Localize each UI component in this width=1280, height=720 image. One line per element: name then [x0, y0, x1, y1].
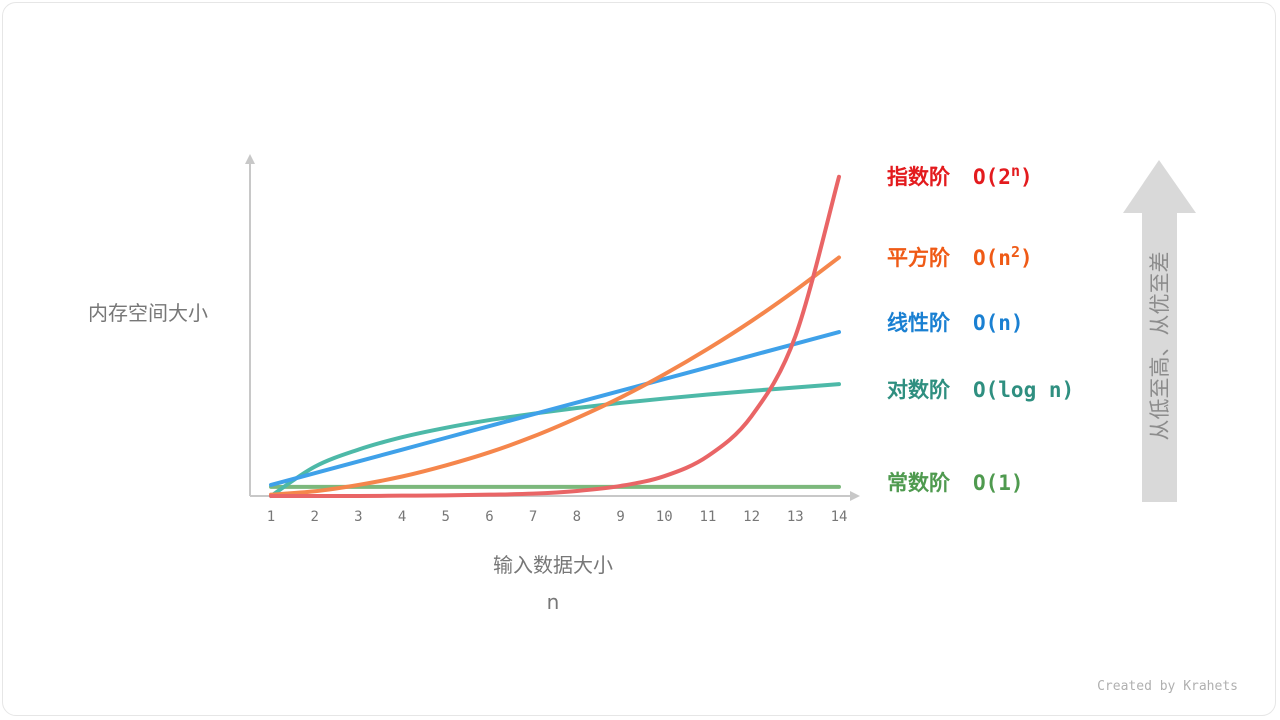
series-complexity-post: ) — [1020, 246, 1033, 270]
x-axis-label: 输入数据大小 — [493, 553, 613, 577]
series-label-2: 线性阶 O(n) — [887, 311, 1024, 335]
x-tick-label: 13 — [787, 509, 804, 525]
x-tick-label: 9 — [616, 509, 624, 525]
series-complexity: O(n — [973, 246, 1011, 270]
up-arrow-icon — [1123, 160, 1196, 502]
x-tick-label: 12 — [743, 509, 760, 525]
x-tick-label: 11 — [699, 509, 716, 525]
axes — [245, 154, 860, 501]
series-lines — [269, 174, 841, 498]
x-tick-label: 10 — [656, 509, 673, 525]
series-line-2 — [269, 330, 841, 487]
series-complexity-sup: n — [1011, 162, 1020, 180]
series-line-3 — [269, 382, 841, 498]
series-name: 对数阶 — [887, 378, 951, 402]
order-arrow: 从低至高、从优至差 — [1123, 160, 1196, 502]
series-name: 线性阶 — [887, 311, 951, 335]
series-name: 平方阶 — [887, 246, 951, 270]
series-line-1 — [269, 255, 841, 497]
series-label-3: 对数阶 O(log n) — [887, 378, 1074, 402]
x-tick-label: 14 — [831, 509, 848, 525]
series-label-4: 常数阶 O(1) — [887, 471, 1024, 495]
series-label-1: 平方阶 O(n2) — [887, 243, 1033, 270]
series-name: 常数阶 — [887, 471, 951, 495]
x-tick-label: 3 — [354, 509, 362, 525]
series-label-0: 指数阶 O(2n) — [887, 162, 1033, 189]
y-axis-arrow-icon — [245, 154, 255, 164]
x-tick-label: 2 — [310, 509, 318, 525]
series-labels: 指数阶 O(2n) 平方阶 O(n2) 线性阶 O(n) 对数阶 O(log n) 常数阶 O(1… — [887, 162, 1074, 495]
series-complexity-post: ) — [1020, 165, 1033, 189]
series-complexity: O(2 — [973, 165, 1011, 189]
series-complexity: O(1) — [973, 471, 1024, 495]
series-name: 指数阶 — [887, 165, 951, 189]
credit-text: Created by Krahets — [1097, 679, 1238, 694]
series-complexity: O(log n) — [973, 378, 1074, 402]
series-complexity-sup: 2 — [1011, 243, 1020, 261]
x-tick-labels: 1 2 3 4 5 6 7 8 9 10 11 12 13 14 — [267, 509, 848, 525]
x-tick-label: 6 — [485, 509, 493, 525]
x-axis-sublabel: n — [547, 590, 560, 614]
x-tick-label: 5 — [442, 509, 450, 525]
order-arrow-text: 从低至高、从优至差 — [1148, 252, 1172, 441]
x-tick-label: 7 — [529, 509, 537, 525]
series-line-0 — [269, 174, 841, 498]
x-tick-label: 8 — [573, 509, 581, 525]
series-complexity: O(n) — [973, 311, 1024, 335]
x-tick-label: 1 — [267, 509, 275, 525]
y-axis-label: 内存空间大小 — [88, 301, 208, 325]
x-tick-label: 4 — [398, 509, 406, 525]
x-axis-arrow-icon — [850, 491, 860, 501]
